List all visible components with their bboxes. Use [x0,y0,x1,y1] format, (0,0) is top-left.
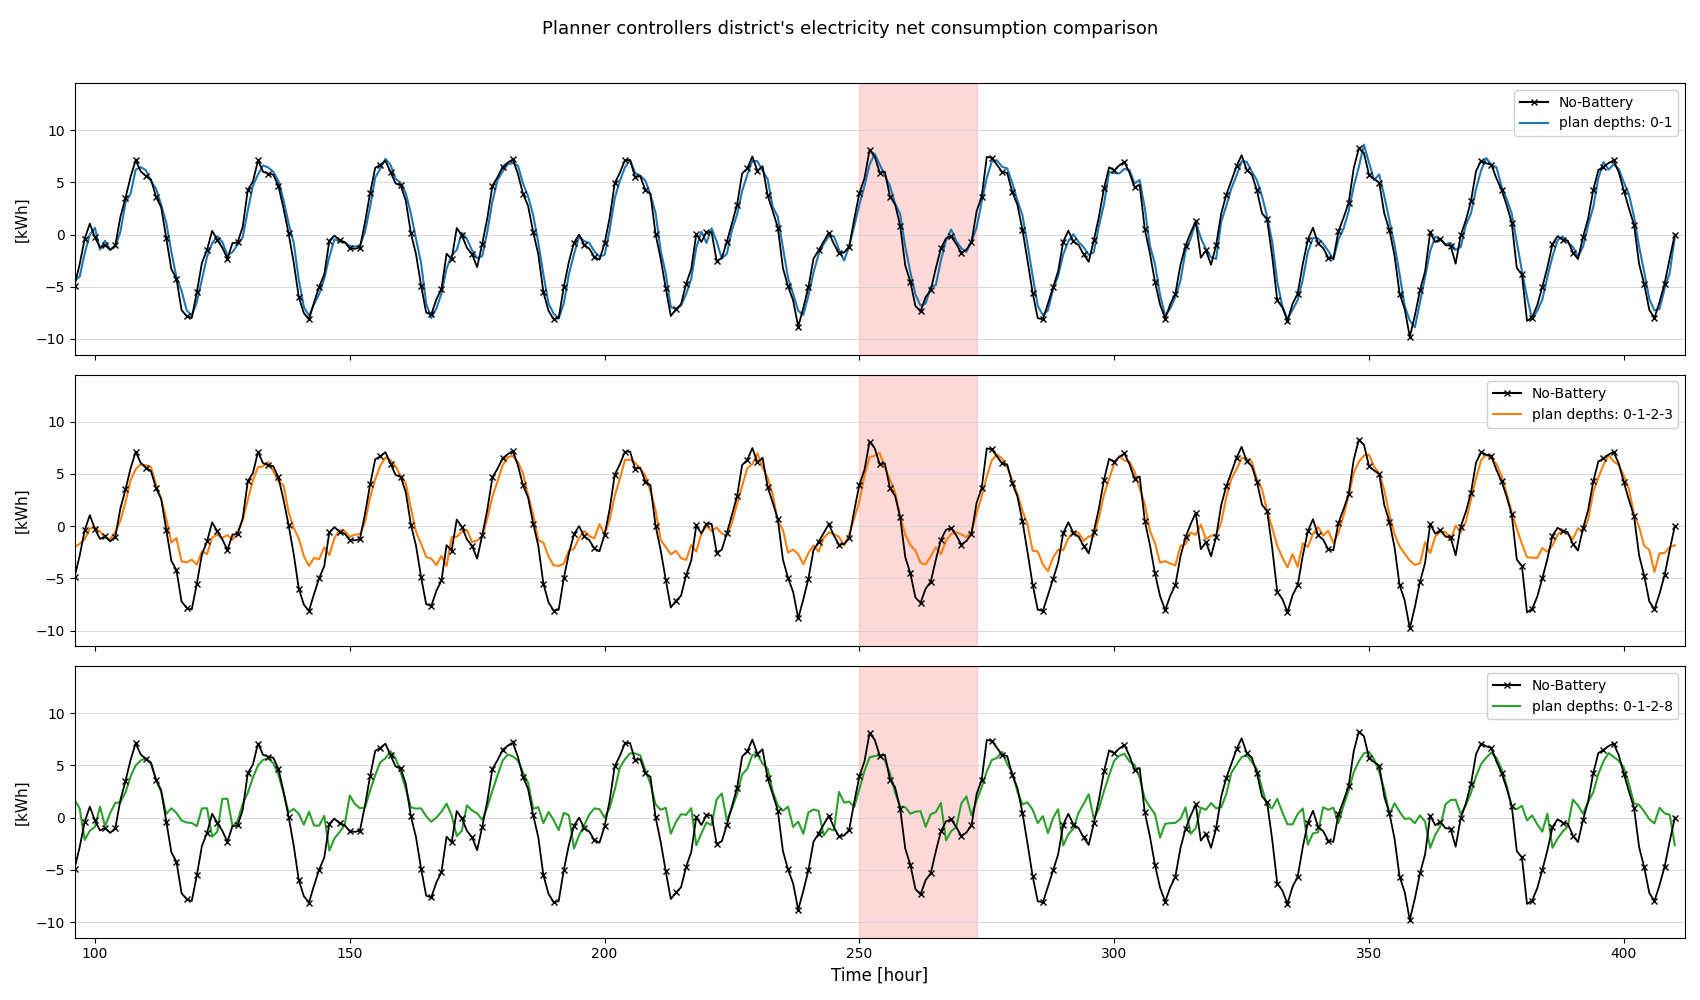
No-Battery [1134,223,1154,235]
No-Battery [65,280,85,292]
Legend: No-Battery, plan depths: 0-1: No-Battery, plan depths: 0-1 [1515,90,1678,136]
plan depths: 0-1-2-3: (397, 6.8): 0-1-2-3: (397, 6.8) [1598,449,1618,461]
No-Battery [105,531,126,543]
plan depths: 0-1-2-3: (410, -1.84): 0-1-2-3: (410, -1.84) [1664,539,1685,551]
No-Battery [1603,446,1624,458]
No-Battery [1348,142,1369,154]
plan depths: 0-1-2-3: (254, 7): 0-1-2-3: (254, 7) [870,447,891,459]
Y-axis label: [kWh]: [kWh] [15,196,31,242]
No-Battery [1144,859,1165,871]
plan depths: 0-1: (96, -4.4): 0-1: (96, -4.4) [65,275,85,287]
plan depths: 0-1-2-8: (290, -2.68): 0-1-2-8: (290, -2.68) [1052,840,1073,852]
No-Battery [1664,812,1685,824]
No-Battery [65,863,85,875]
plan depths: 0-1-2-8: (410, -2.64): 0-1-2-8: (410, -2.64) [1664,839,1685,851]
plan depths: 0-1-2-8: (398, 5.8): 0-1-2-8: (398, 5.8) [1603,751,1624,763]
plan depths: 0-1-2-8: (104, 1.41): 0-1-2-8: (104, 1.41) [105,797,126,809]
No-Battery [1134,806,1154,818]
plan depths: 0-1-2-3: (289, -2.28): 0-1-2-3: (289, -2.28) [1047,544,1068,556]
Y-axis label: [kWh]: [kWh] [15,779,31,825]
No-Battery [105,239,126,251]
Y-axis label: [kWh]: [kWh] [15,488,31,533]
No-Battery [1603,738,1624,750]
plan depths: 0-1: (268, 0.487): 0-1: (268, 0.487) [940,223,960,235]
Line: No-Battery: No-Battery [75,440,1674,628]
No-Battery [940,813,960,825]
plan depths: 0-1-2-8: (96, 1.69): 0-1-2-8: (96, 1.69) [65,794,85,806]
plan depths: 0-1-2-3: (269, -0.593): 0-1-2-3: (269, -0.593) [945,526,966,538]
No-Battery [1348,726,1369,738]
No-Battery [1664,520,1685,532]
plan depths: 0-1-2-3: (406, -4.38): 0-1-2-3: (406, -4.38) [1644,566,1664,578]
No-Battery [1399,622,1420,634]
No-Battery [1042,864,1062,876]
No-Battery [65,571,85,583]
plan depths: 0-1: (349, 8.6): 0-1: (349, 8.6) [1353,139,1374,151]
No-Battery [1144,567,1165,579]
Line: plan depths: 0-1-2-8: plan depths: 0-1-2-8 [75,751,1674,851]
plan depths: 0-1-2-3: (307, -0.435): 0-1-2-3: (307, -0.435) [1139,525,1159,537]
Line: plan depths: 0-1-2-3: plan depths: 0-1-2-3 [75,453,1674,572]
No-Battery [1399,914,1420,926]
plan depths: 0-1-2-8: (310, -0.599): 0-1-2-8: (310, -0.599) [1154,818,1175,830]
No-Battery [1134,515,1154,527]
plan depths: 0-1-2-8: (146, -3.16): 0-1-2-8: (146, -3.16) [320,845,340,857]
No-Battery [1603,154,1624,166]
Bar [860,666,976,938]
Bar [860,83,976,355]
plan depths: 0-1: (308, -2.83): 0-1: (308, -2.83) [1144,258,1165,270]
No-Battery [1042,573,1062,585]
plan depths: 0-1-2-3: (309, -3.5): 0-1-2-3: (309, -3.5) [1149,557,1170,569]
plan depths: 0-1: (104, -1.15): 0-1: (104, -1.15) [105,241,126,253]
No-Battery [1144,276,1165,288]
Line: plan depths: 0-1: plan depths: 0-1 [75,145,1674,327]
X-axis label: Time [hour]: Time [hour] [831,967,928,985]
No-Battery [940,230,960,242]
plan depths: 0-1: (359, -8.88): 0-1: (359, -8.88) [1404,321,1425,333]
No-Battery [105,822,126,834]
No-Battery [1664,229,1685,241]
No-Battery [1399,331,1420,343]
plan depths: 0-1: (288, -5.27): 0-1: (288, -5.27) [1042,284,1062,296]
Line: No-Battery: No-Battery [75,732,1674,920]
Legend: No-Battery, plan depths: 0-1-2-8: No-Battery, plan depths: 0-1-2-8 [1488,673,1678,719]
Bar [860,375,976,646]
plan depths: 0-1-2-3: (96, -2.02): 0-1-2-3: (96, -2.02) [65,541,85,553]
plan depths: 0-1: (306, 2.53): 0-1: (306, 2.53) [1134,202,1154,214]
plan depths: 0-1-2-3: (104, -0.564): 0-1-2-3: (104, -0.564) [105,526,126,538]
No-Battery [1348,434,1369,446]
Line: No-Battery: No-Battery [75,148,1674,337]
plan depths: 0-1: (398, 6.71): 0-1: (398, 6.71) [1603,158,1624,170]
No-Battery [1042,281,1062,293]
plan depths: 0-1-2-8: (308, 0.329): 0-1-2-8: (308, 0.329) [1144,808,1165,820]
No-Battery [940,522,960,534]
plan depths: 0-1-2-8: (270, 1.34): 0-1-2-8: (270, 1.34) [950,798,971,810]
Text: Planner controllers district's electricity net consumption comparison: Planner controllers district's electrici… [542,20,1158,38]
plan depths: 0-1-2-8: (158, 6.34): 0-1-2-8: (158, 6.34) [381,745,401,757]
Legend: No-Battery, plan depths: 0-1-2-3: No-Battery, plan depths: 0-1-2-3 [1488,381,1678,428]
plan depths: 0-1: (410, -0.234): 0-1: (410, -0.234) [1664,231,1685,243]
